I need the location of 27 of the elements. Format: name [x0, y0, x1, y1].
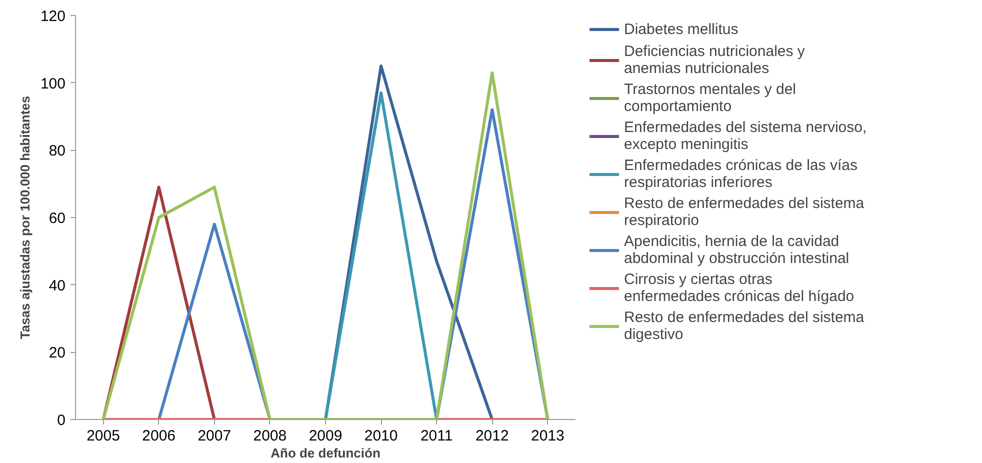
legend-label: Deficiencias nutricionales y anemias nutricionales [624, 43, 805, 77]
x-tick-label: 2005 [86, 428, 120, 444]
x-tick-label: 2008 [253, 428, 287, 444]
x-tick-label: 2006 [142, 428, 176, 444]
legend-label: Enfermedades del sistema nervioso, excepto meningitis [624, 119, 867, 153]
x-tick-label: 2011 [420, 428, 453, 444]
y-tick-label: 20 [48, 344, 66, 362]
x-tick-label: 2010 [364, 428, 398, 444]
y-axis-title: Tasas ajustadas por 100.000 habitantes [17, 96, 32, 340]
x-tick-label: 2007 [198, 428, 232, 444]
y-tick-label: 40 [48, 277, 66, 294]
x-tick-label: 2013 [531, 428, 564, 444]
legend-label: Diabetes mellitus [624, 20, 738, 38]
x-axis-title: Año de defunción [270, 446, 380, 460]
y-tick-label: 120 [40, 8, 66, 25]
x-tick-label: 2009 [308, 428, 342, 444]
legend-label: Apendicitis, hernia de la cavidad abdominal y obstrucción intestinal [624, 233, 850, 267]
legend-label: Resto de enfermedades del sistema digestivo [624, 309, 864, 343]
x-tick-label: 2012 [475, 428, 509, 444]
legend-label: Trastornos mentales y del comportamiento [624, 81, 796, 115]
legend-label: Cirrosis y ciertas otras enfermedades crónicas del hígado [624, 271, 854, 305]
y-tick-label: 60 [48, 210, 66, 227]
y-tick-label: 0 [57, 412, 66, 429]
legend-label: Enfermedades crónicas de las vías respiratorias inferiores [624, 157, 858, 191]
y-tick-label: 100 [40, 75, 66, 92]
y-tick-label: 80 [48, 142, 66, 160]
legend-label: Resto de enfermedades del sistema respiratorio [624, 195, 864, 229]
